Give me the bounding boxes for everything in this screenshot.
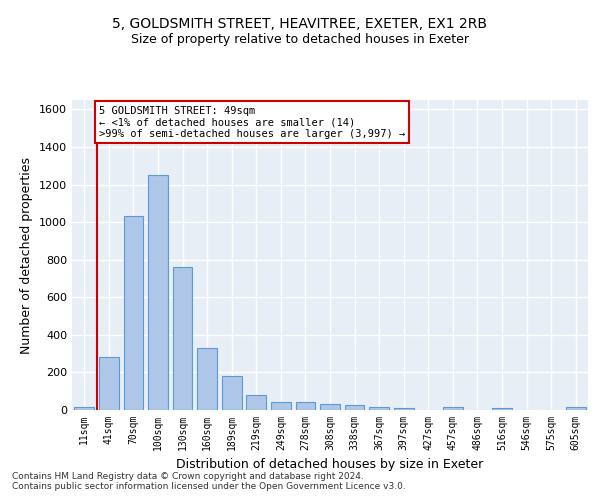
Bar [345, 406, 364, 410]
Bar [492, 408, 512, 410]
Bar [124, 216, 143, 410]
Text: 5 GOLDSMITH STREET: 49sqm
← <1% of detached houses are smaller (14)
>99% of semi: 5 GOLDSMITH STREET: 49sqm ← <1% of detac… [99, 106, 405, 139]
Bar [370, 407, 389, 410]
Bar [296, 402, 315, 410]
Bar [247, 395, 266, 410]
Bar [99, 358, 119, 410]
Bar [74, 408, 94, 410]
Bar [173, 267, 193, 410]
X-axis label: Distribution of detached houses by size in Exeter: Distribution of detached houses by size … [176, 458, 484, 471]
Bar [566, 407, 586, 410]
Text: Contains public sector information licensed under the Open Government Licence v3: Contains public sector information licen… [12, 482, 406, 491]
Text: Contains HM Land Registry data © Crown copyright and database right 2024.: Contains HM Land Registry data © Crown c… [12, 472, 364, 481]
Bar [271, 402, 290, 410]
Bar [222, 376, 242, 410]
Bar [394, 408, 413, 410]
Bar [148, 175, 168, 410]
Text: 5, GOLDSMITH STREET, HEAVITREE, EXETER, EX1 2RB: 5, GOLDSMITH STREET, HEAVITREE, EXETER, … [113, 18, 487, 32]
Bar [320, 404, 340, 410]
Bar [443, 407, 463, 410]
Bar [197, 348, 217, 410]
Text: Size of property relative to detached houses in Exeter: Size of property relative to detached ho… [131, 32, 469, 46]
Y-axis label: Number of detached properties: Number of detached properties [20, 156, 34, 354]
